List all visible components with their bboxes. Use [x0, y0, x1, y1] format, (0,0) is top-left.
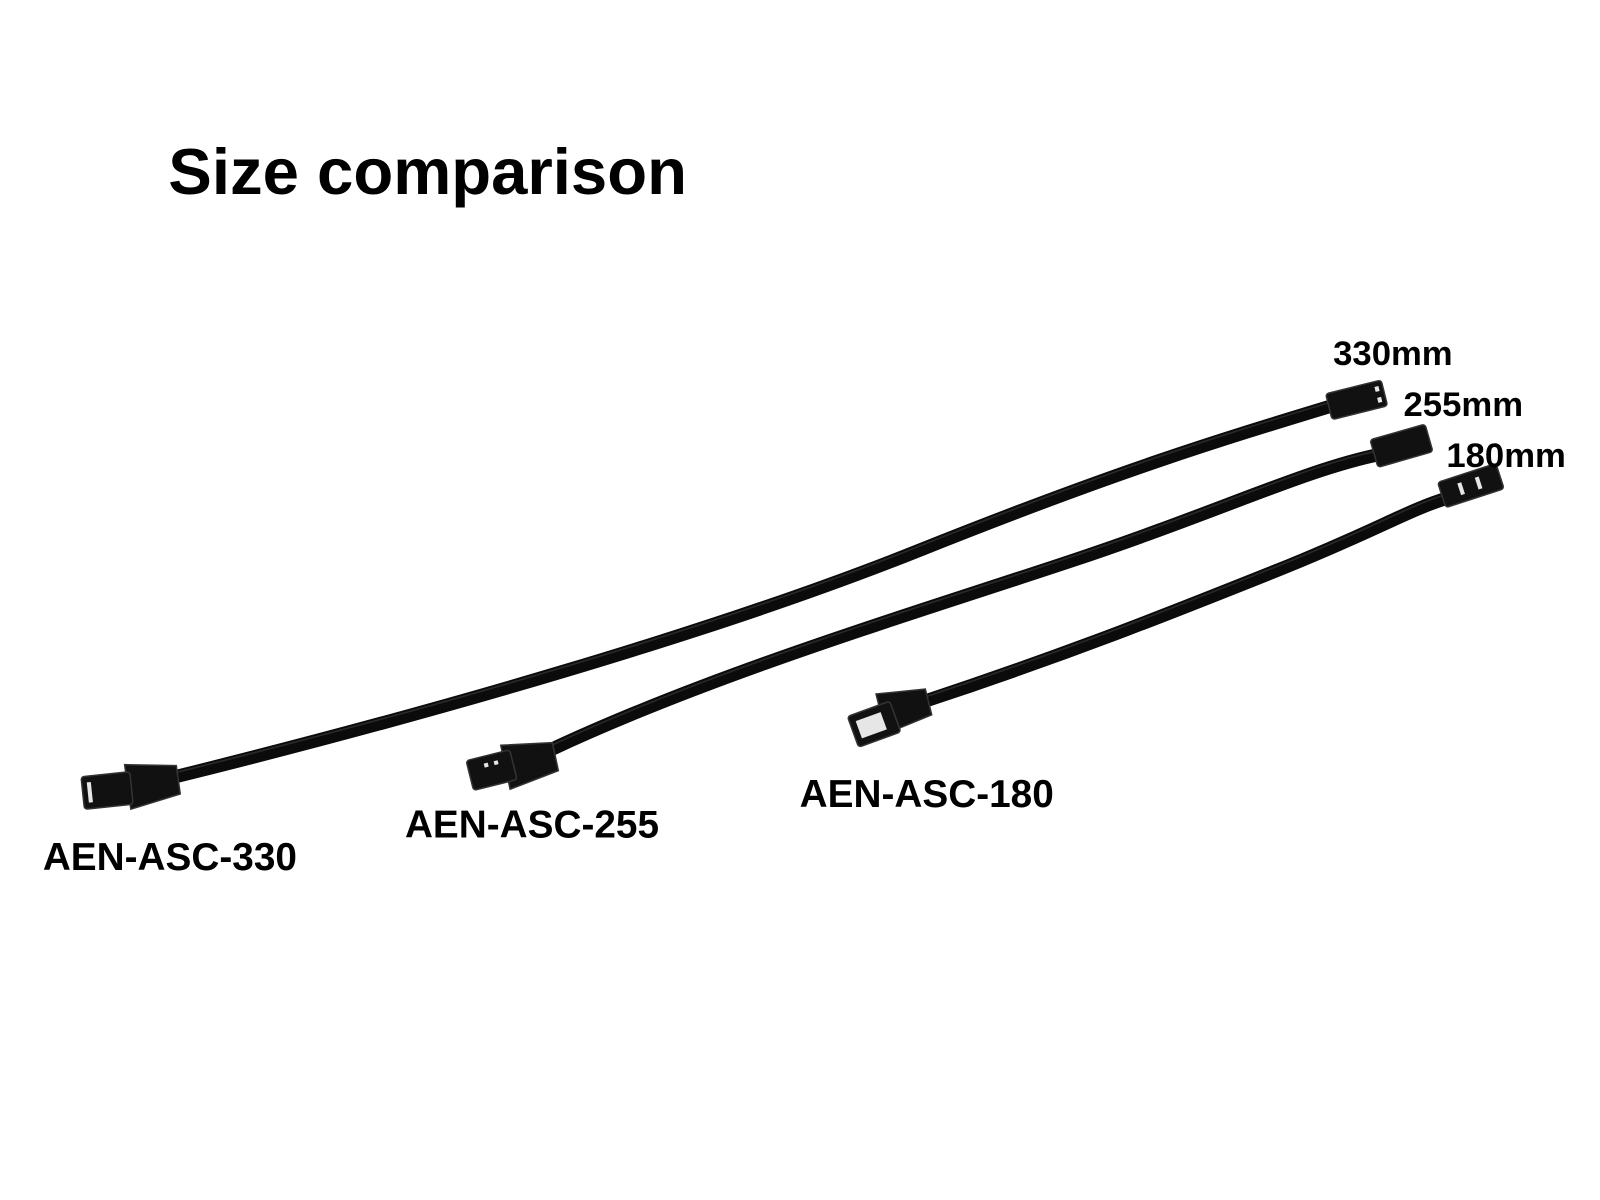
- cable-length: 180mm: [1446, 437, 1566, 475]
- cable-length: 330mm: [1333, 335, 1453, 373]
- cable: [80, 379, 1388, 811]
- cable-model: AEN-ASC-180: [800, 773, 1054, 816]
- title: Size comparison: [168, 135, 687, 208]
- cable: [847, 463, 1505, 748]
- cable-model: AEN-ASC-255: [405, 803, 659, 846]
- cable-model: AEN-ASC-330: [43, 836, 297, 879]
- scene: Size comparison 330mm 255mm 180mm AEN-AS…: [43, 135, 1566, 879]
- cable: [466, 424, 1433, 791]
- cable-length: 255mm: [1404, 386, 1524, 424]
